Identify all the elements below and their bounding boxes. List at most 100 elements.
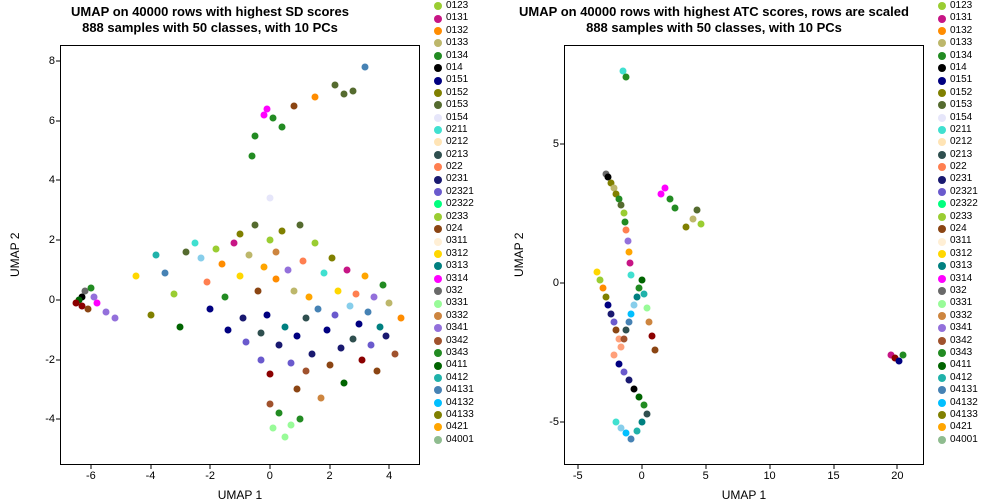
scatter-point [257, 329, 264, 336]
legend-swatch [938, 324, 946, 332]
xtick-mark [150, 464, 151, 469]
scatter-point [620, 210, 627, 217]
legend-label: 0421 [446, 421, 468, 433]
legend-swatch [938, 126, 946, 134]
scatter-point [332, 311, 339, 318]
scatter-point [596, 277, 603, 284]
legend-item: 0152 [434, 87, 502, 99]
scatter-point [225, 326, 232, 333]
scatter-point [697, 221, 704, 228]
ytick-mark [560, 422, 565, 423]
legend-label: 0421 [950, 421, 972, 433]
scatter-point [392, 350, 399, 357]
legend-swatch [938, 176, 946, 184]
legend-label: 0313 [950, 260, 972, 272]
scatter-point [666, 196, 673, 203]
scatter-point [281, 323, 288, 330]
scatter-point [248, 153, 255, 160]
legend-label: 0233 [950, 211, 972, 223]
scatter-point [623, 327, 630, 334]
legend-label: 0342 [446, 335, 468, 347]
legend-swatch [938, 423, 946, 431]
scatter-point [623, 73, 630, 80]
legend-item: 0342 [434, 335, 502, 347]
scatter-point [102, 308, 109, 315]
xtick-label: -6 [86, 470, 96, 482]
ytick-label: 5 [535, 138, 559, 150]
legend-item: 0153 [434, 99, 502, 111]
xtick-label: 0 [639, 470, 645, 482]
legend-swatch [434, 275, 442, 283]
legend-label: 0154 [950, 112, 972, 124]
scatter-point [335, 287, 342, 294]
legend-item: 02321 [434, 186, 502, 198]
legend-label: 024 [950, 223, 967, 235]
scatter-point [628, 435, 635, 442]
legend-item: 0341 [938, 322, 1006, 334]
legend-label: 0151 [446, 74, 468, 86]
scatter-point [383, 332, 390, 339]
scatter-point [602, 293, 609, 300]
ytick-label: 4 [31, 174, 55, 186]
scatter-point [899, 352, 906, 359]
legend-swatch [938, 77, 946, 85]
scatter-point [281, 434, 288, 441]
ytick-mark [56, 240, 61, 241]
legend-item: 0421 [938, 421, 1006, 433]
xtick-mark [90, 464, 91, 469]
scatter-point [260, 263, 267, 270]
scatter-point [296, 222, 303, 229]
legend-swatch [434, 225, 442, 233]
legend-label: 0211 [446, 124, 468, 136]
xtick-label: -5 [573, 470, 583, 482]
scatter-point [257, 356, 264, 363]
legend-swatch [434, 39, 442, 47]
legend-item: 0151 [434, 74, 502, 86]
legend-swatch [434, 250, 442, 258]
legend-swatch [434, 262, 442, 270]
legend-swatch [434, 64, 442, 72]
legend-item: 02321 [938, 186, 1006, 198]
scatter-point [638, 277, 645, 284]
legend-item: 04132 [434, 397, 502, 409]
scatter-point [302, 368, 309, 375]
scatter-point [605, 302, 612, 309]
xtick-mark [329, 464, 330, 469]
legend-label: 0313 [446, 260, 468, 272]
left-xlabel: UMAP 1 [60, 488, 420, 502]
legend-label: 0152 [446, 87, 468, 99]
legend-item: 0211 [938, 124, 1006, 136]
left-scatter-panel: UMAP on 40000 rows with highest SD score… [0, 0, 504, 504]
legend-label: 04131 [950, 384, 978, 396]
legend-item: 0231 [434, 173, 502, 185]
scatter-point [231, 240, 238, 247]
ytick-mark [56, 359, 61, 360]
legend-label: 02321 [446, 186, 474, 198]
scatter-point [350, 87, 357, 94]
scatter-point [204, 278, 211, 285]
scatter-point [207, 305, 214, 312]
legend-item: 0314 [434, 273, 502, 285]
scatter-point [263, 311, 270, 318]
scatter-point [622, 218, 629, 225]
scatter-point [317, 395, 324, 402]
legend-item: 0152 [938, 87, 1006, 99]
scatter-point [618, 201, 625, 208]
legend-label: 0312 [446, 248, 468, 260]
legend-item: 0213 [938, 149, 1006, 161]
legend-label: 0341 [446, 322, 468, 334]
legend-item: 0123 [434, 0, 502, 12]
legend-item: 0132 [938, 25, 1006, 37]
legend-swatch [434, 89, 442, 97]
scatter-point [627, 260, 634, 267]
legend-label: 04133 [950, 409, 978, 421]
scatter-point [287, 359, 294, 366]
legend-item: 014 [938, 62, 1006, 74]
legend-swatch [938, 374, 946, 382]
legend-item: 04133 [938, 409, 1006, 421]
legend-item: 0411 [938, 359, 1006, 371]
scatter-point [628, 271, 635, 278]
legend-item: 0154 [938, 112, 1006, 124]
scatter-point [84, 305, 91, 312]
left-plot-area: -6-4-2024-4-202468 [60, 45, 420, 465]
